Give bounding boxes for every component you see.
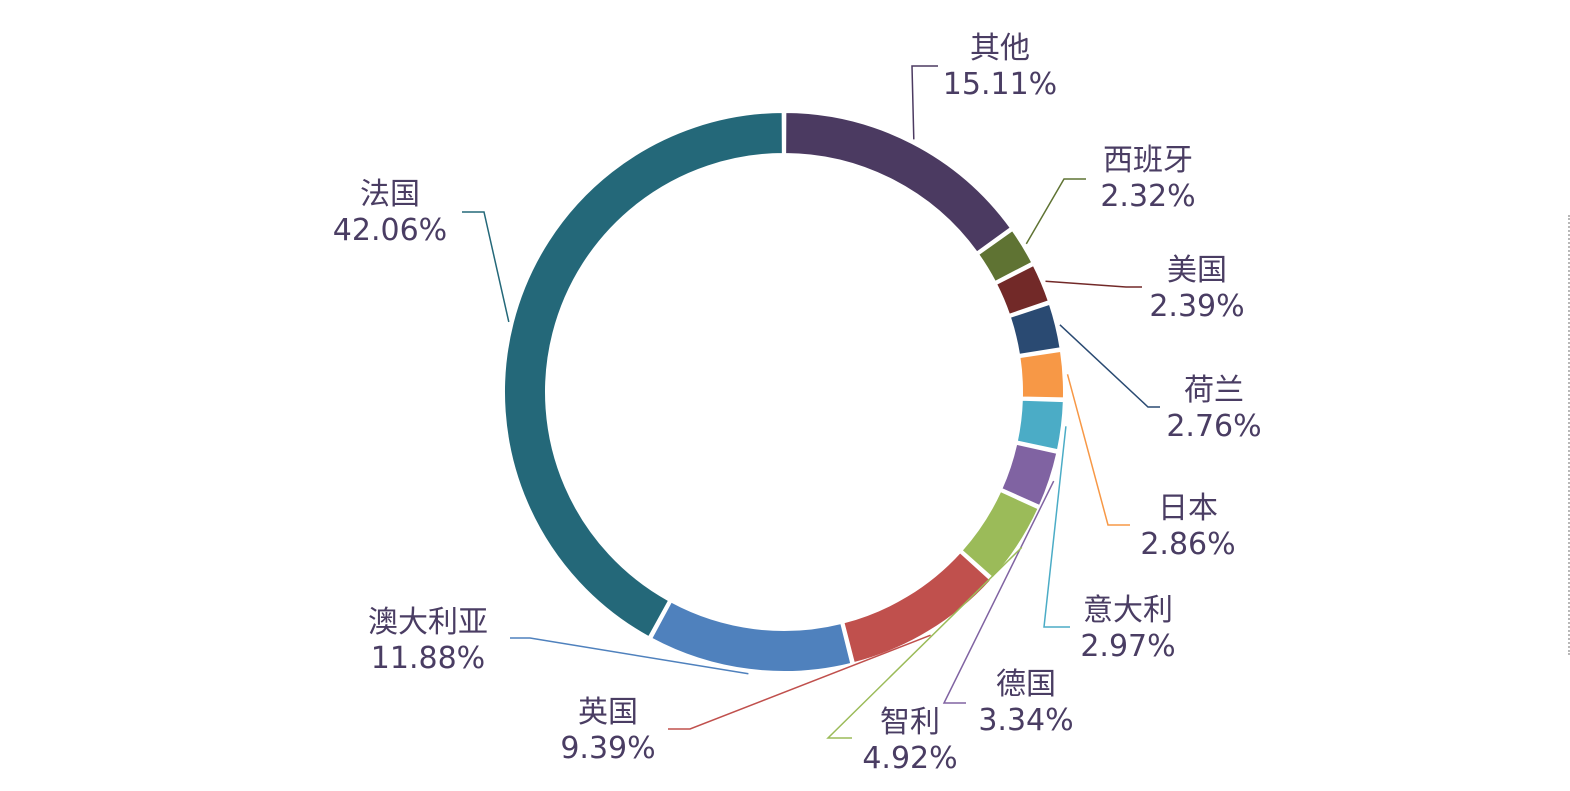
donut-slice-8 bbox=[842, 550, 993, 665]
slice-label-name-3: 荷兰 bbox=[1184, 373, 1244, 408]
slice-label-name-4: 日本 bbox=[1158, 491, 1218, 526]
donut-slice-7 bbox=[960, 489, 1040, 580]
leader-line-10 bbox=[462, 211, 510, 323]
slice-label-name-10: 法国 bbox=[360, 177, 420, 212]
slice-label-name-2: 美国 bbox=[1167, 253, 1227, 288]
leader-line-7 bbox=[826, 546, 1023, 739]
donut-slice-2 bbox=[994, 263, 1051, 317]
slice-label-percent-3: 2.76% bbox=[1166, 409, 1261, 444]
donut-slice-4 bbox=[1018, 349, 1065, 400]
slice-label-percent-2: 2.39% bbox=[1149, 289, 1244, 324]
slice-label-name-9: 澳大利亚 bbox=[368, 605, 488, 640]
donut-slice-10 bbox=[503, 110, 784, 639]
leader-line-0 bbox=[911, 65, 938, 140]
slice-label-percent-6: 3.34% bbox=[978, 703, 1073, 738]
slice-label-name-6: 德国 bbox=[996, 667, 1056, 702]
donut-slice-9 bbox=[649, 600, 853, 673]
slice-label-percent-1: 2.32% bbox=[1100, 179, 1195, 214]
leader-line-1 bbox=[1025, 178, 1086, 245]
slice-label-name-1: 西班牙 bbox=[1103, 143, 1193, 178]
slice-label-percent-5: 2.97% bbox=[1080, 629, 1175, 664]
slice-label-name-0: 其他 bbox=[970, 31, 1030, 66]
slice-label-name-5: 意大利 bbox=[1083, 593, 1173, 628]
leader-line-5 bbox=[1043, 426, 1070, 628]
donut-slice-3 bbox=[1008, 302, 1062, 356]
leader-line-6 bbox=[942, 480, 1055, 704]
slices-layer bbox=[503, 110, 1065, 673]
slice-label-percent-0: 15.11% bbox=[943, 67, 1057, 102]
leader-line-2 bbox=[1045, 280, 1142, 288]
slice-label-percent-7: 4.92% bbox=[862, 741, 957, 776]
leader-line-3 bbox=[1059, 324, 1160, 408]
slice-label-percent-8: 9.39% bbox=[560, 731, 655, 766]
donut-slice-6 bbox=[1000, 442, 1059, 508]
slice-label-percent-9: 11.88% bbox=[371, 641, 485, 676]
donut-slice-1 bbox=[976, 228, 1034, 284]
slice-label-percent-4: 2.86% bbox=[1140, 527, 1235, 562]
leader-line-4 bbox=[1066, 374, 1130, 526]
slice-label-name-7: 智利 bbox=[880, 705, 940, 740]
donut-slice-5 bbox=[1015, 398, 1065, 452]
slice-label-name-8: 英国 bbox=[578, 695, 638, 730]
page-edge-divider bbox=[1566, 215, 1570, 655]
leader-line-8 bbox=[668, 634, 931, 730]
slice-label-percent-10: 42.06% bbox=[333, 213, 447, 248]
leader-line-9 bbox=[510, 637, 749, 675]
leader-lines-layer bbox=[462, 65, 1160, 739]
donut-slice-0 bbox=[784, 110, 1013, 254]
